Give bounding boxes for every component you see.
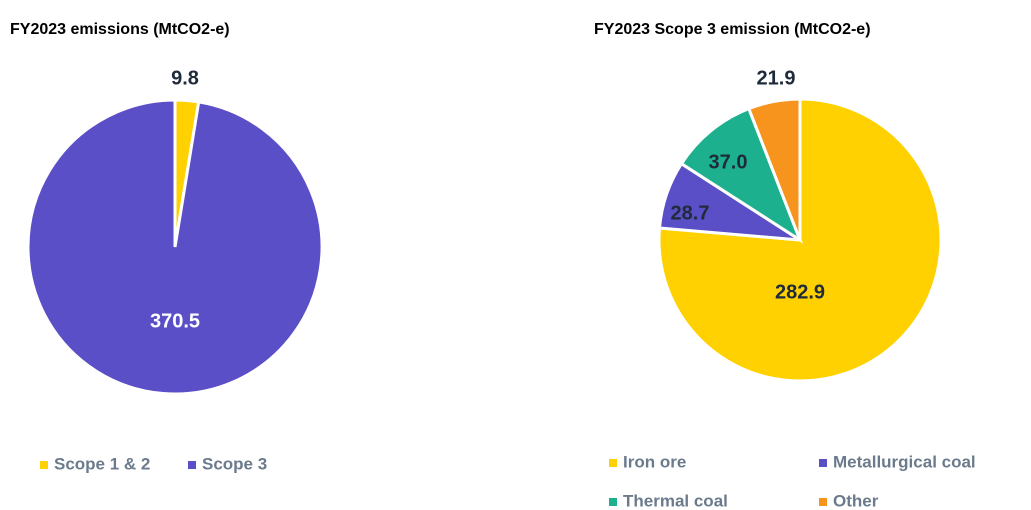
pie-slice [679, 106, 804, 244]
data-label: 9.8 [171, 67, 199, 89]
legend-swatch [819, 459, 827, 467]
legend-swatch [819, 498, 827, 506]
legend-label: Other [833, 491, 879, 510]
legend-swatch [609, 459, 617, 467]
legend-swatch [40, 461, 48, 469]
data-label: 370.5 [150, 310, 200, 332]
pie-slice [657, 97, 943, 383]
data-label: 21.9 [757, 67, 796, 89]
legend-label: Thermal coal [623, 491, 728, 510]
legend-label: Metallurgical coal [833, 452, 976, 471]
pie-slice [746, 97, 802, 241]
data-label: 37.0 [709, 151, 748, 173]
data-label: 28.7 [671, 202, 710, 224]
legend-swatch [188, 461, 196, 469]
data-label: 282.9 [775, 281, 825, 303]
legend-label: Scope 3 [202, 454, 267, 473]
legend-label: Iron ore [623, 452, 686, 471]
legend-label: Scope 1 & 2 [54, 454, 150, 473]
legend-swatch [609, 498, 617, 506]
chart-title: FY2023 Scope 3 emission (MtCO2-e) [594, 21, 871, 38]
pie-slice [26, 98, 324, 396]
chart-title: FY2023 emissions (MtCO2-e) [10, 21, 230, 38]
